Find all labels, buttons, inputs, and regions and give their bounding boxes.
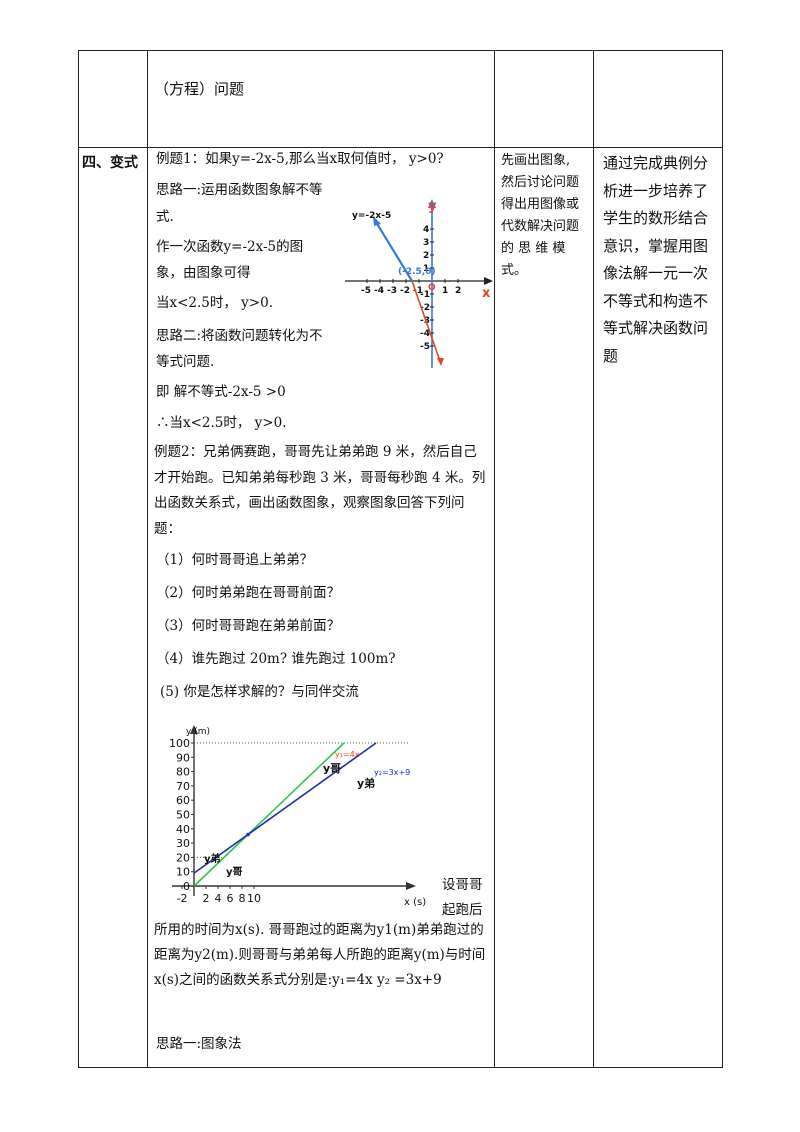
purpose-line: 学生的数形结合 <box>603 209 709 227</box>
method-column: 先画出图象, 然后讨论问题 得出用图像或 代数解决问题 的 思 维 模 式。 <box>501 150 591 282</box>
x-axis-label: x <box>482 286 491 301</box>
purpose-line: 像法解一元一次 <box>603 264 709 282</box>
y-tick-label: 1 <box>423 264 429 274</box>
y-tick-label: 50 <box>176 809 190 822</box>
y-di-label: y弟 <box>357 776 375 790</box>
blue-line-arrow-icon <box>373 216 381 226</box>
y-tick-label: 10 <box>176 866 190 879</box>
x-tick-label: 1 <box>442 286 448 296</box>
equation-label: y=-2x-5 <box>352 211 391 221</box>
x-tick-label: 4 <box>215 892 222 905</box>
purpose-line: 通过完成典例分 <box>603 154 709 172</box>
idea2-line4: ∴当x<2.5时， y>0. <box>156 415 287 431</box>
y1-equation-label: y₁=4x <box>335 750 360 759</box>
x-axis-arrow-icon <box>484 277 493 285</box>
y-tick-label: 90 <box>176 751 190 764</box>
y-tick-label: -2 <box>420 303 430 313</box>
intersection-point <box>246 832 250 837</box>
side-text-1: 设哥哥 <box>442 877 483 893</box>
y-tick-label: 40 <box>176 823 190 836</box>
question-1: （1）何时哥哥追上弟弟？ <box>156 552 314 568</box>
method-line: 的 思 维 模 <box>501 241 566 256</box>
idea2-line2: 等式问题. <box>156 354 215 370</box>
y-ge-small-label: y哥 <box>226 866 243 878</box>
x-tick-label: 6 <box>227 892 234 905</box>
method-line: 先画出图象, <box>501 153 571 168</box>
y-axis-arrow-icon <box>428 199 436 208</box>
y-tick-label: -5 <box>420 342 430 352</box>
x-tick-label: -2 <box>400 286 410 296</box>
y-tick-label: 0 <box>183 880 190 893</box>
y-tick-label: -3 <box>420 316 430 326</box>
section-header: 四、变式 <box>82 155 138 171</box>
purpose-line: 意识，掌握用图 <box>603 236 709 255</box>
purpose-line: 不等式和构造不 <box>603 291 709 310</box>
purpose-line: 等式解决函数问 <box>603 319 709 337</box>
purpose-column: 通过完成典例分 析进一步培养了 学生的数形结合 意识，掌握用图 像法解一元一次 … <box>603 150 721 370</box>
x-tick-label: -1 <box>413 286 423 296</box>
graph-line-red <box>411 280 441 362</box>
question-4: （4）谁先跑过 20m? 谁先跑过 100m? <box>156 651 396 667</box>
x-tick-label: 8 <box>239 892 246 905</box>
idea1-line5: 当x<2.5时， y>0. <box>156 295 274 311</box>
y-tick-label: 2 <box>423 251 429 261</box>
y-axis-label: y <box>428 199 437 214</box>
y-tick-label: -1 <box>420 290 430 300</box>
origin-label: O <box>428 283 436 293</box>
y2-equation-label: y₂=3x+9 <box>374 768 410 777</box>
row1-text: （方程）问题 <box>154 80 245 98</box>
purpose-line: 题 <box>603 346 619 365</box>
x-axis-arrow-icon <box>406 882 416 890</box>
red-line-arrow-icon <box>437 358 444 366</box>
x-tick-label: -4 <box>374 286 384 296</box>
example2-text: 例题2：兄弟俩赛跑，哥哥先让弟弟跑 9 米，然后自己才开始跑。已知弟弟每秒跑 3… <box>154 444 486 537</box>
x-tick-label: 2 <box>203 892 210 905</box>
y-tick-label: 70 <box>176 780 190 793</box>
idea1-line4: 象，由图象可得 <box>156 265 251 281</box>
y-tick-label: 3 <box>423 238 429 248</box>
example1-line: 例题1：如果y=-2x-5,那么当x取何值时， y>0? <box>156 151 444 167</box>
question-3: （3）何时哥哥跑在弟弟前面？ <box>156 618 341 634</box>
y-di-small-label: y弟 <box>204 852 221 865</box>
idea1-line1: 思路一:运用函数图象解不等 <box>156 182 323 198</box>
y-tick-label: -4 <box>420 329 430 339</box>
intercept-label: (-2.5,0) <box>398 267 436 277</box>
y-tick-label: 60 <box>176 794 190 807</box>
idea2-line3: 即 解不等式-2x-5 >0 <box>156 384 286 400</box>
y-tick-label: 100 <box>169 737 190 750</box>
y-tick-label: 4 <box>423 225 429 235</box>
y-tick-label: 80 <box>176 766 190 779</box>
x-axis-label: x (s) <box>404 897 426 908</box>
idea1-line3: 作一次函数y=-2x-5的图 <box>156 239 304 255</box>
y-axis-label: y (m) <box>186 727 210 737</box>
series-line-1 <box>193 742 345 887</box>
x-tick-label: 10 <box>247 892 261 905</box>
y-tick-label: 20 <box>176 851 190 864</box>
y-axis-arrow-icon <box>190 725 198 734</box>
y-tick-label: 30 <box>176 837 190 850</box>
method-line: 式。 <box>501 263 528 278</box>
x-tick-label: 2 <box>455 286 461 296</box>
idea1-line2: 式. <box>156 209 174 225</box>
idea-graph-method: 思路一:图象法 <box>156 1036 242 1052</box>
side-text-2: 起跑后 <box>442 902 483 918</box>
graph-line-blue <box>375 221 413 282</box>
purpose-line: 析进一步培养了 <box>603 181 709 200</box>
method-line: 得出用图像或 <box>501 197 580 212</box>
x-tick-label: -5 <box>361 286 371 296</box>
y-ge-label: y哥 <box>323 762 341 775</box>
x-tick-label: -2 <box>177 892 188 905</box>
series-line-2 <box>193 742 377 874</box>
lesson-table <box>78 50 723 1068</box>
function-paragraph: 所用的时间为x(s). 哥哥跑过的距离为y1(m)弟弟跑过的距离为y2(m).则… <box>154 922 486 988</box>
method-line: 代数解决问题 <box>501 219 580 234</box>
question-5: (5) 你是怎样求解的？与同伴交流 <box>160 684 359 700</box>
x-tick-label: -3 <box>387 286 397 296</box>
question-2: （2）何时弟弟跑在哥哥前面？ <box>156 585 341 601</box>
idea2-line1: 思路二:将函数问题转化为不 <box>156 328 323 344</box>
method-line: 然后讨论问题 <box>501 175 580 190</box>
